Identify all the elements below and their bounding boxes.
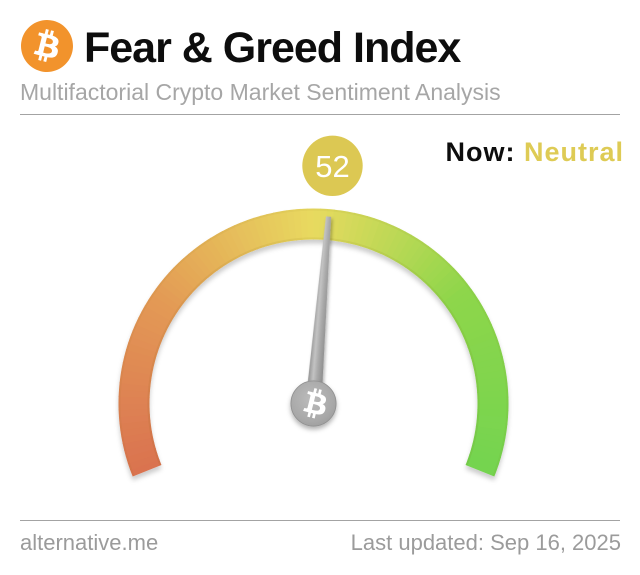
svg-text:52: 52 — [315, 149, 349, 184]
